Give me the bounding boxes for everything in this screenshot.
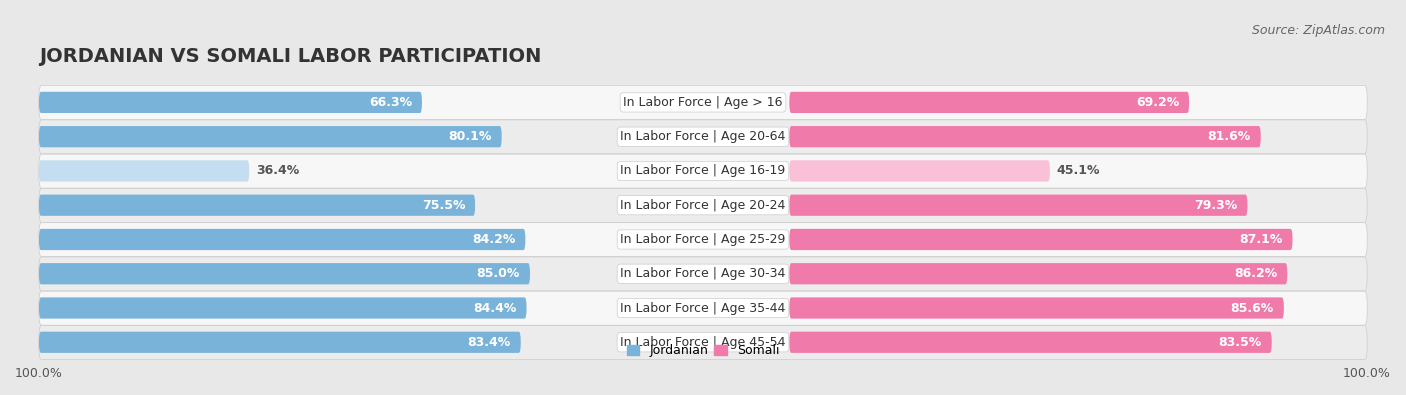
Text: In Labor Force | Age 20-24: In Labor Force | Age 20-24 — [620, 199, 786, 212]
FancyBboxPatch shape — [39, 160, 249, 182]
Text: 80.1%: 80.1% — [449, 130, 492, 143]
FancyBboxPatch shape — [789, 297, 1284, 319]
Text: 83.5%: 83.5% — [1219, 336, 1261, 349]
Text: 84.4%: 84.4% — [474, 301, 516, 314]
FancyBboxPatch shape — [789, 229, 1292, 250]
Text: In Labor Force | Age 20-64: In Labor Force | Age 20-64 — [620, 130, 786, 143]
Text: 85.6%: 85.6% — [1230, 301, 1274, 314]
Text: In Labor Force | Age > 16: In Labor Force | Age > 16 — [623, 96, 783, 109]
FancyBboxPatch shape — [39, 120, 1367, 154]
FancyBboxPatch shape — [39, 223, 1367, 257]
FancyBboxPatch shape — [39, 188, 1367, 222]
FancyBboxPatch shape — [39, 257, 1367, 291]
Text: 86.2%: 86.2% — [1234, 267, 1278, 280]
Text: 69.2%: 69.2% — [1136, 96, 1180, 109]
Text: 87.1%: 87.1% — [1239, 233, 1282, 246]
FancyBboxPatch shape — [39, 291, 1367, 325]
Text: In Labor Force | Age 25-29: In Labor Force | Age 25-29 — [620, 233, 786, 246]
FancyBboxPatch shape — [39, 154, 1367, 188]
Text: 36.4%: 36.4% — [256, 164, 299, 177]
FancyBboxPatch shape — [39, 229, 526, 250]
Text: 84.2%: 84.2% — [472, 233, 516, 246]
FancyBboxPatch shape — [789, 92, 1189, 113]
Text: 83.4%: 83.4% — [468, 336, 510, 349]
FancyBboxPatch shape — [39, 263, 530, 284]
FancyBboxPatch shape — [789, 263, 1288, 284]
Text: JORDANIAN VS SOMALI LABOR PARTICIPATION: JORDANIAN VS SOMALI LABOR PARTICIPATION — [39, 47, 541, 66]
FancyBboxPatch shape — [39, 92, 422, 113]
FancyBboxPatch shape — [789, 195, 1247, 216]
Text: 79.3%: 79.3% — [1194, 199, 1237, 212]
Legend: Jordanian, Somali: Jordanian, Somali — [621, 339, 785, 362]
FancyBboxPatch shape — [789, 160, 1050, 182]
Text: In Labor Force | Age 16-19: In Labor Force | Age 16-19 — [620, 164, 786, 177]
FancyBboxPatch shape — [39, 86, 1367, 120]
FancyBboxPatch shape — [789, 332, 1272, 353]
FancyBboxPatch shape — [39, 325, 1367, 359]
FancyBboxPatch shape — [789, 126, 1261, 147]
Text: 85.0%: 85.0% — [477, 267, 520, 280]
Text: 75.5%: 75.5% — [422, 199, 465, 212]
Text: 45.1%: 45.1% — [1056, 164, 1099, 177]
Text: In Labor Force | Age 45-54: In Labor Force | Age 45-54 — [620, 336, 786, 349]
Text: 81.6%: 81.6% — [1208, 130, 1251, 143]
FancyBboxPatch shape — [39, 297, 526, 319]
Text: In Labor Force | Age 35-44: In Labor Force | Age 35-44 — [620, 301, 786, 314]
FancyBboxPatch shape — [39, 195, 475, 216]
Text: Source: ZipAtlas.com: Source: ZipAtlas.com — [1251, 24, 1385, 37]
FancyBboxPatch shape — [39, 126, 502, 147]
Text: 66.3%: 66.3% — [368, 96, 412, 109]
FancyBboxPatch shape — [39, 332, 520, 353]
Text: In Labor Force | Age 30-34: In Labor Force | Age 30-34 — [620, 267, 786, 280]
